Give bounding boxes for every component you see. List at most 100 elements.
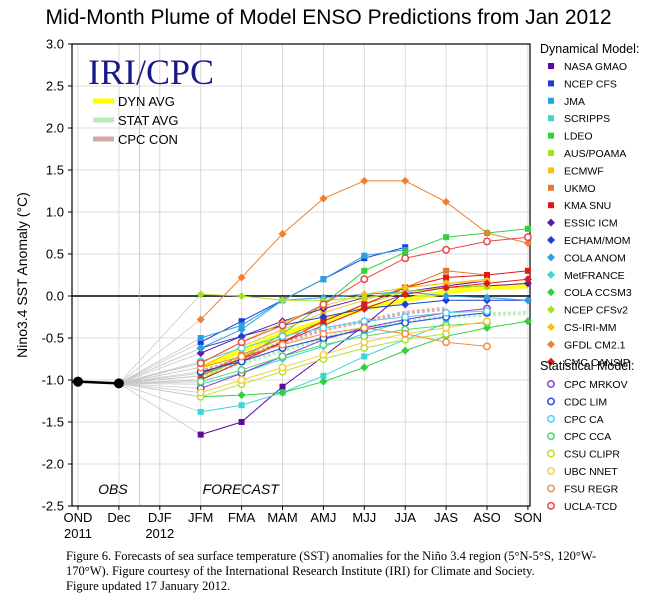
y-tick-label: 3.0	[46, 37, 64, 52]
x-tick-label: DJF	[148, 510, 172, 525]
legend-label-ncep-cfs: NCEP CFS	[564, 78, 617, 90]
fan-line-cdc-lim	[118, 371, 201, 384]
point-gfdl-cm2-1	[196, 315, 205, 324]
point-jma	[361, 252, 368, 259]
legend-marker-cs-iri-mm	[547, 323, 555, 331]
point-cola-anom	[196, 344, 205, 353]
y-tick-label: -0.5	[42, 331, 64, 346]
legend-label-cpc-cca: CPC CCA	[564, 431, 611, 443]
point-cola-ccsm3	[319, 377, 328, 386]
point-ukmo	[443, 267, 450, 274]
point-fsu-regr	[483, 342, 491, 351]
legend-label-cola-ccsm3: COLA CCSM3	[564, 287, 632, 299]
fan-line-gfdl-cm2-1	[118, 319, 201, 384]
point-ucla-tcd	[237, 338, 246, 347]
y-tick-label: 1.5	[46, 163, 64, 178]
legend-marker-cpc-ca	[547, 414, 555, 423]
forecast-region-label: FORECAST	[203, 481, 281, 497]
x-tick-label: JAS	[434, 510, 458, 525]
point-kma-snu	[361, 301, 368, 308]
point-cs-iri-mm	[401, 283, 410, 292]
legend-marker-ukmo	[548, 184, 554, 191]
caption-line-1: Figure 6. Forecasts of sea surface tempe…	[66, 549, 597, 563]
fan-line-csu-clipr	[118, 382, 201, 398]
legend-label-echam-mom: ECHAM/MOM	[564, 235, 631, 247]
x-tick-label: JFM	[188, 510, 213, 525]
point-ucla-tcd	[360, 275, 369, 284]
point-cola-ccsm3	[237, 391, 246, 400]
point-cola-ccsm3	[401, 346, 410, 355]
point-jma	[238, 322, 245, 329]
legend-marker-cola-ccsm3	[547, 288, 555, 297]
legend-header-statistical: Statistical Model:	[540, 359, 634, 373]
chart-title: Mid-Month Plume of Model ENSO Prediction…	[45, 6, 612, 29]
point-jma	[197, 335, 204, 341]
point-ecmwf	[320, 309, 327, 316]
legend-marker-echam-mom	[547, 236, 555, 244]
point-cmc-cansip	[401, 290, 410, 299]
plot-background	[72, 44, 530, 506]
fan-line-essic-icm	[118, 352, 201, 384]
y-tick-label: 0.0	[46, 289, 64, 304]
y-axis-label: Nino3.4 SST Anomaly (°C)	[14, 192, 30, 358]
point-ubc-nnet	[319, 350, 328, 359]
point-ubc-nnet	[196, 388, 205, 397]
fan-line-ucla-tcd	[118, 362, 201, 384]
point-fsu-regr	[319, 329, 328, 338]
legend-label-ncep-cfsv2: NCEP CFSv2	[564, 305, 628, 317]
point-echam-mom	[401, 300, 410, 309]
observed-point	[73, 376, 83, 387]
point-ubc-nnet	[360, 338, 369, 347]
point-essic-icm	[196, 349, 205, 358]
point-ldeo	[402, 249, 409, 256]
y-tick-label: -2.5	[42, 499, 64, 514]
point-ubc-nnet	[442, 323, 451, 332]
legend-marker-nasa-gmao	[548, 63, 554, 69]
y-tick-label: 2.0	[46, 121, 64, 136]
point-fsu-regr	[237, 352, 246, 361]
legend-label-fsu-regr: FSU REGR	[564, 483, 619, 495]
point-gfdl-cm2-1	[319, 194, 328, 203]
legend-marker-csu-clipr	[547, 449, 555, 458]
legend-label-cdc-lim: CDC LIM	[564, 396, 607, 408]
point-cpc-cca	[319, 340, 328, 349]
point-cpc-ca	[360, 317, 369, 326]
series-line-fsu-regr	[200, 327, 488, 368]
fan-line-nasa-gmao	[118, 383, 201, 435]
point-ucla-tcd	[196, 359, 205, 368]
legend-marker-cpc-cca	[547, 432, 555, 441]
point-cs-iri-mm	[442, 279, 451, 288]
point-ncep-cfsv2	[196, 290, 205, 299]
obs-region-label: OBS	[98, 481, 128, 497]
x-tick-label: SON	[514, 510, 542, 525]
point-nasa-gmao	[279, 383, 286, 390]
point-cola-anom	[237, 325, 246, 334]
legend-marker-ubc-nnet	[547, 467, 555, 475]
point-gfdl-cm2-1	[523, 239, 532, 248]
point-gfdl-cm2-1	[442, 197, 451, 206]
point-nasa-gmao	[197, 431, 204, 438]
legend-label-ucla-tcd: UCLA-TCD	[564, 501, 618, 513]
series-line-cpc-cca	[200, 322, 488, 383]
legend-marker-aus-poama	[548, 150, 554, 156]
point-cmc-cansip	[442, 283, 451, 292]
point-jma	[320, 276, 327, 283]
point-ubc-nnet	[237, 376, 246, 384]
legend-label-cpc-con: CPC CON	[118, 132, 178, 147]
point-ucla-tcd	[442, 245, 451, 254]
point-gfdl-cm2-1	[237, 273, 246, 282]
point-ldeo	[443, 234, 450, 241]
legend-label-ukmo: UKMO	[564, 183, 596, 195]
fan-line-cola-anom	[118, 347, 201, 384]
legend-marker-ldeo	[548, 132, 554, 139]
caption-line-3: Figure updated 17 January 2012.	[66, 579, 231, 593]
iri-cpc-logo: IRI/CPC	[88, 52, 214, 92]
caption-line-2: 170°W). Figure courtesy of the Internati…	[66, 564, 535, 578]
point-cpc-ca	[483, 307, 491, 316]
legend-marker-ucla-tcd	[547, 501, 555, 510]
y-tick-label: 2.5	[46, 79, 64, 94]
legend-label-ldeo: LDEO	[564, 131, 593, 143]
point-kma-snu	[320, 318, 327, 325]
fan-line-cpc-mrkov	[118, 382, 201, 389]
legend-left: IRI/CPC DYN AVG STAT AVG CPC CON	[88, 52, 214, 147]
